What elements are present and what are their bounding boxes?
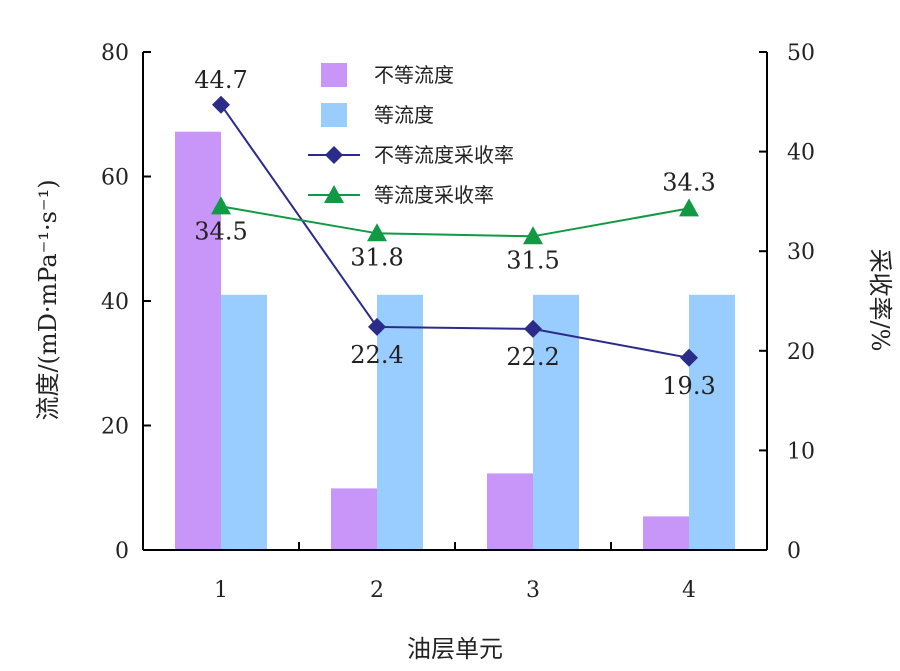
data-label-不等流度采收率-2: 22.4: [350, 341, 403, 369]
marker-等流度采收率-2: [367, 223, 387, 242]
y-right-tick-label-30: 30: [787, 240, 815, 265]
bar-不等流度-1: [175, 131, 221, 550]
legend-label-等流度: 等流度: [374, 103, 434, 127]
y-left-tick-label-60: 60: [101, 166, 129, 191]
bar-等流度-1: [221, 294, 267, 550]
x-tick-label-1: 1: [214, 578, 228, 603]
bar-不等流度-4: [643, 516, 689, 550]
y-right-tick-label-10: 10: [787, 439, 815, 464]
data-label-等流度采收率-3: 31.5: [506, 246, 559, 274]
y-right-tick-label-50: 50: [787, 41, 815, 66]
bar-等流度-4: [689, 294, 735, 550]
x-axis-title: 油层单元: [407, 635, 503, 663]
y-right-tick-label-40: 40: [787, 141, 815, 166]
marker-不等流度采收率-2: [368, 317, 386, 336]
legend-marker-不等流度采收率: [325, 146, 343, 164]
data-label-不等流度采收率-4: 19.3: [662, 372, 715, 400]
x-tick-label-3: 3: [526, 578, 540, 603]
marker-不等流度采收率-3: [524, 319, 542, 338]
marker-不等流度采收率-4: [680, 348, 698, 367]
bar-等流度-2: [377, 294, 423, 550]
x-tick-label-2: 2: [370, 578, 384, 603]
lines-layer: [220, 104, 690, 359]
legend-label-等流度采收率: 等流度采收率: [374, 183, 494, 207]
data-label-等流度采收率-4: 34.3: [662, 168, 715, 196]
legend-label-不等流度采收率: 不等流度采收率: [374, 143, 514, 167]
bar-不等流度-3: [487, 473, 533, 550]
bar-不等流度-2: [331, 488, 377, 550]
y-right-tick-label-20: 20: [787, 340, 815, 365]
legend-label-不等流度: 不等流度: [374, 63, 454, 87]
line-等流度采收率: [220, 205, 690, 238]
y-left-tick-label-80: 80: [101, 41, 129, 66]
legend-marker-等流度采收率: [324, 185, 344, 203]
markers-layer: [211, 95, 699, 367]
data-labels-layer: 44.7 22.4 22.2 19.3 34.5 31.8 31.5 34.3: [194, 66, 715, 400]
y-left-tick-label-20: 20: [101, 415, 129, 440]
y-left-tick-label-40: 40: [101, 290, 129, 315]
ticks-layer: 0 20 40 60 80 0 10 20 30 40 50 1 2 3 4: [101, 41, 815, 603]
x-tick-label-4: 4: [682, 578, 696, 603]
legend-swatch-等流度: [321, 103, 347, 127]
y-axis-title-right: 采收率/%: [866, 249, 894, 352]
y-axis-title-left: 流度/(mD·mPa⁻¹·s⁻¹): [34, 179, 62, 420]
data-label-等流度采收率-1: 34.5: [194, 217, 247, 245]
data-label-不等流度采收率-3: 22.2: [506, 343, 559, 371]
marker-等流度采收率-3: [523, 226, 543, 245]
y-right-tick-label-0: 0: [787, 539, 801, 564]
legend-swatch-不等流度: [321, 63, 347, 87]
line-不等流度采收率: [220, 104, 690, 359]
y-left-tick-label-0: 0: [115, 539, 129, 564]
marker-不等流度采收率-1: [212, 95, 230, 114]
marker-等流度采收率-1: [211, 196, 231, 215]
data-label-不等流度采收率-1: 44.7: [194, 66, 247, 94]
marker-等流度采收率-4: [679, 198, 699, 217]
bars-layer: [175, 131, 735, 550]
bar-等流度-3: [533, 294, 579, 550]
data-label-等流度采收率-2: 31.8: [350, 243, 403, 271]
